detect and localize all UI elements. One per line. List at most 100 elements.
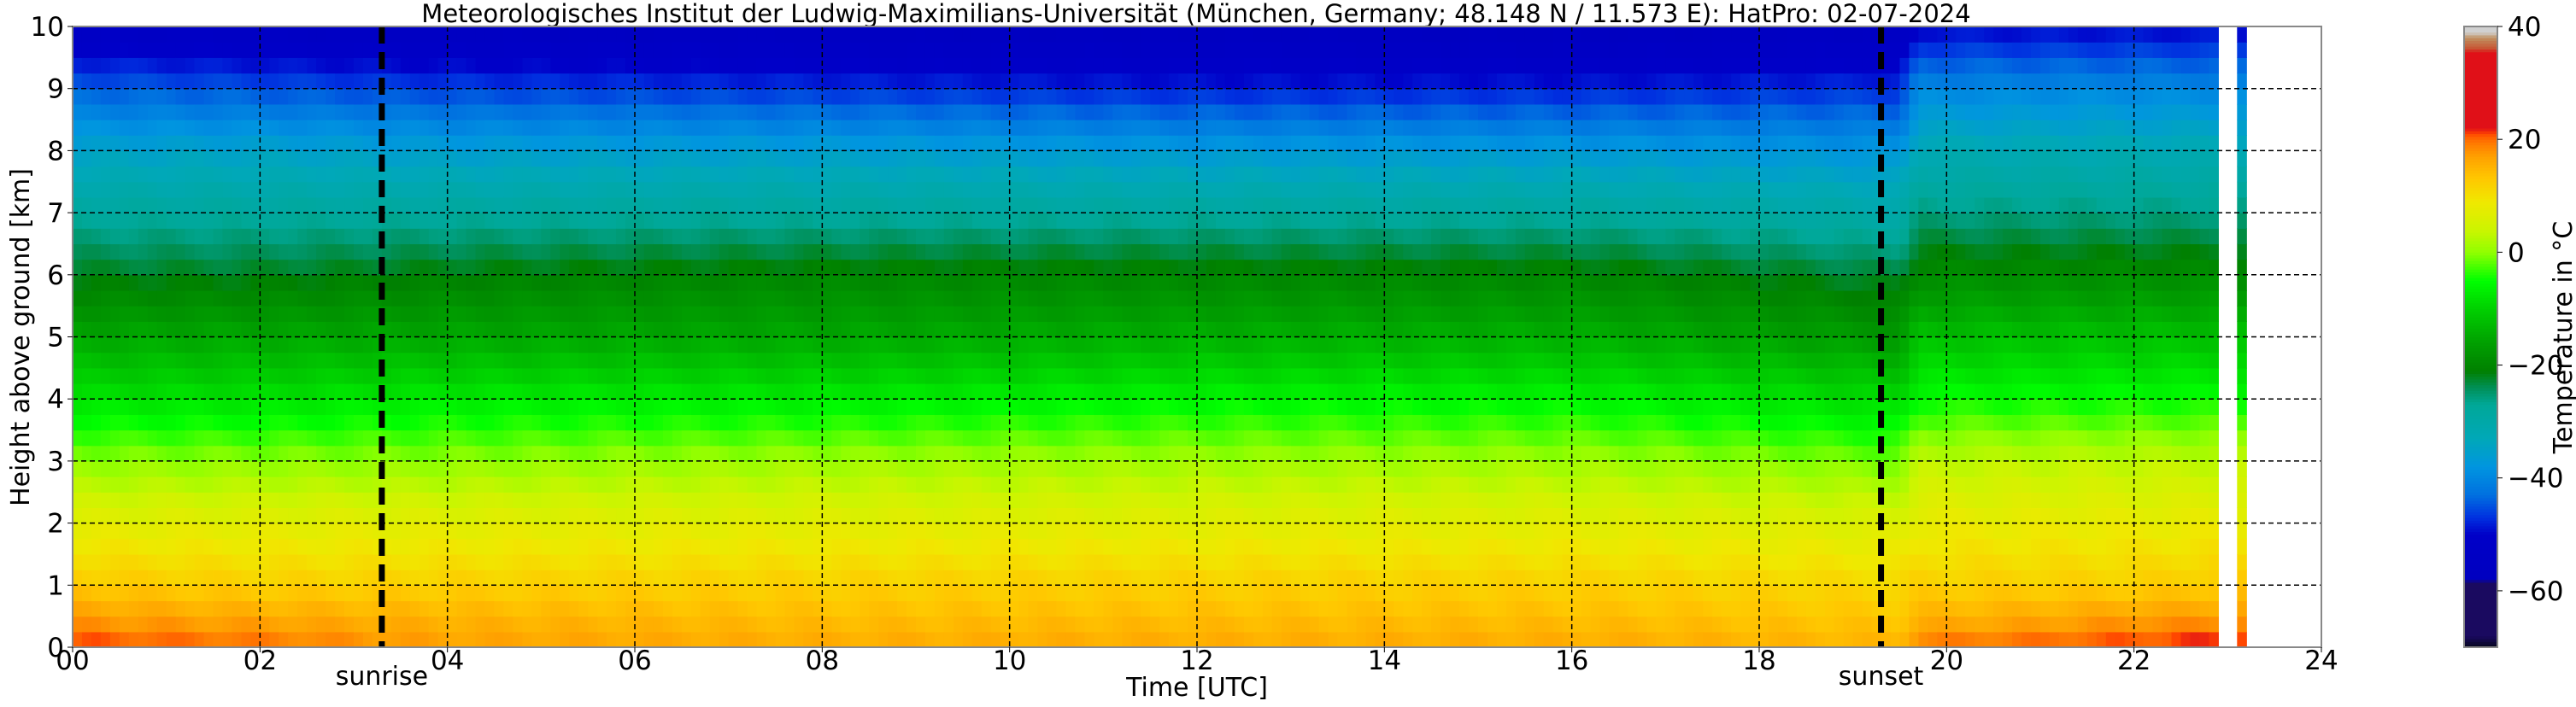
heatmap-cell — [522, 631, 532, 648]
heatmap-cell — [409, 259, 420, 276]
heatmap-cell — [541, 476, 551, 493]
heatmap-cell — [813, 196, 823, 213]
heatmap-cell — [1206, 414, 1217, 431]
heatmap-cell — [635, 321, 645, 338]
heatmap-cell — [709, 120, 720, 136]
heatmap-cell — [147, 523, 158, 540]
heatmap-cell — [1122, 538, 1132, 555]
heatmap-cell — [269, 274, 279, 291]
heatmap-cell — [1159, 243, 1170, 260]
heatmap-cell — [166, 120, 177, 136]
heatmap-cell — [588, 150, 598, 167]
heatmap-cell — [1141, 585, 1151, 602]
heatmap-cell — [213, 274, 224, 291]
heatmap-cell — [943, 399, 954, 415]
heatmap-cell — [728, 166, 739, 183]
heatmap-cell — [850, 243, 860, 260]
heatmap-cell — [719, 616, 730, 633]
heatmap-cell — [241, 616, 251, 633]
heatmap-cell — [569, 150, 579, 167]
heatmap-cell — [907, 553, 917, 570]
heatmap-cell — [419, 135, 430, 151]
heatmap-cell — [869, 73, 879, 90]
heatmap-cell — [822, 352, 832, 369]
heatmap-cell — [1000, 383, 1011, 400]
heatmap-cell — [1009, 429, 1020, 447]
heatmap-cell — [1188, 507, 1198, 524]
heatmap-cell — [1103, 538, 1113, 555]
heatmap-cell — [588, 367, 598, 384]
heatmap-cell — [841, 57, 851, 74]
heatmap-cell — [747, 73, 758, 90]
heatmap-cell — [934, 289, 945, 307]
heatmap-cell — [390, 73, 402, 90]
heatmap-cell — [1188, 429, 1198, 447]
heatmap-cell — [1122, 166, 1132, 183]
heatmap-cell — [307, 616, 317, 633]
heatmap-cell — [428, 73, 439, 90]
heatmap-cell — [250, 616, 261, 633]
heatmap-cell — [569, 585, 579, 602]
heatmap-cell — [522, 73, 532, 90]
heatmap-cell — [185, 383, 196, 400]
heatmap-cell — [1188, 259, 1198, 276]
heatmap-cell — [672, 135, 683, 151]
heatmap-cell — [494, 213, 505, 229]
heatmap-cell — [1122, 460, 1132, 477]
heatmap-cell — [1169, 150, 1179, 167]
heatmap-cell — [109, 57, 120, 74]
heatmap-cell — [156, 213, 167, 229]
heatmap-cell — [672, 507, 683, 524]
heatmap-cell — [109, 352, 120, 369]
heatmap-cell — [541, 259, 551, 276]
heatmap-cell — [222, 243, 233, 260]
heatmap-cell — [475, 243, 486, 260]
heatmap-cell — [1150, 321, 1160, 338]
heatmap-cell — [1131, 289, 1141, 307]
heatmap-cell — [260, 445, 270, 462]
heatmap-cell — [419, 228, 430, 245]
heatmap-cell — [494, 103, 505, 120]
heatmap-cell — [1084, 523, 1094, 540]
heatmap-cell — [981, 166, 992, 183]
heatmap-cell — [737, 228, 748, 245]
heatmap-cell — [147, 367, 158, 384]
heatmap-cell — [1009, 445, 1020, 462]
heatmap-cell — [1000, 73, 1011, 90]
heatmap-cell — [653, 507, 664, 524]
heatmap-cell — [794, 460, 804, 477]
heatmap-cell — [1206, 570, 1217, 586]
heatmap-cell — [962, 166, 973, 183]
heatmap-cell — [279, 414, 289, 431]
heatmap-cell — [335, 306, 345, 322]
heatmap-cell — [775, 476, 786, 493]
heatmap-cell — [409, 213, 420, 229]
heatmap-cell — [635, 243, 645, 260]
heatmap-cell — [1215, 26, 1226, 43]
heatmap-cell — [607, 429, 617, 447]
heatmap-cell — [541, 367, 551, 384]
heatmap-cell — [475, 228, 486, 245]
heatmap-cell — [335, 289, 345, 307]
heatmap-cell — [1131, 321, 1141, 338]
heatmap-cell — [1224, 631, 1235, 648]
heatmap-cell — [813, 631, 823, 648]
heatmap-cell — [1103, 383, 1113, 400]
heatmap-cell — [962, 306, 973, 322]
heatmap-cell — [456, 259, 467, 276]
heatmap-cell — [1141, 507, 1151, 524]
heatmap-cell — [194, 135, 205, 151]
heatmap-cell — [128, 26, 139, 43]
heatmap-cell — [447, 243, 458, 260]
heatmap-cell — [269, 88, 279, 105]
heatmap-cell — [625, 570, 636, 586]
heatmap-cell — [232, 600, 242, 617]
heatmap-cell — [597, 88, 607, 105]
heatmap-cell — [73, 150, 83, 167]
heatmap-cell — [981, 336, 992, 354]
heatmap-cell — [1037, 445, 1048, 462]
heatmap-cell — [456, 507, 467, 524]
heatmap-cell — [147, 352, 158, 369]
heatmap-cell — [1188, 213, 1198, 229]
heatmap-cell — [813, 600, 823, 617]
